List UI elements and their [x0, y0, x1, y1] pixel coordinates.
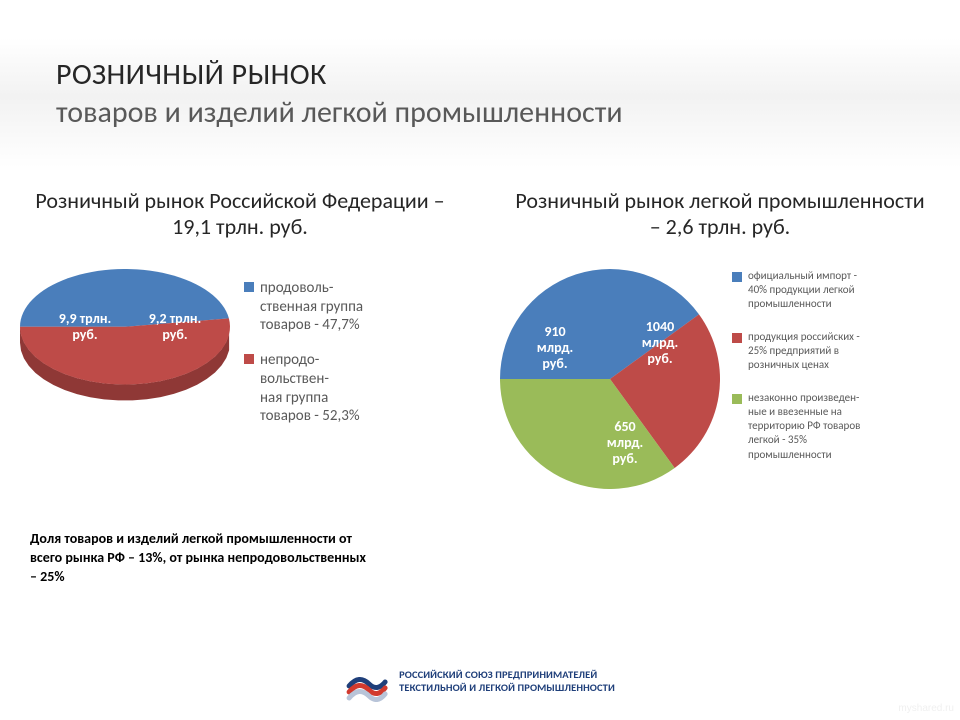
org-logo-text: РОССИЙСКИЙ СОЮЗ ПРЕДПРИНИМАТЕЛЕЙ ТЕКСТИЛ…	[399, 669, 615, 694]
left-legend: продоволь-ственная группа товаров - 47,7…	[244, 279, 374, 426]
legend-text: официальный импорт - 40% продукции легко…	[748, 269, 872, 312]
legend-item: непродо-вольствен-ная группа товаров - 5…	[244, 351, 374, 426]
legend-swatch	[732, 333, 742, 343]
org-logo-icon	[345, 662, 389, 702]
right-column: Розничный рынок легкой промышленности – …	[480, 180, 960, 720]
legend-swatch	[244, 282, 254, 292]
header-band: РОЗНИЧНЫЙ РЫНОК товаров и изделий легкой…	[0, 38, 960, 168]
legend-item: официальный импорт - 40% продукции легко…	[732, 269, 872, 312]
legend-swatch	[732, 272, 742, 282]
page-title-main: РОЗНИЧНЫЙ РЫНОК	[56, 56, 904, 94]
right-legend: официальный импорт - 40% продукции легко…	[732, 269, 872, 462]
right-heading: Розничный рынок легкой промышленности – …	[510, 188, 930, 241]
legend-text: непродо-вольствен-ная группа товаров - 5…	[260, 351, 374, 426]
footer-logo: РОССИЙСКИЙ СОЮЗ ПРЕДПРИНИМАТЕЛЕЙ ТЕКСТИЛ…	[345, 662, 615, 702]
left-chart-row: 9,2 трлн. руб.9,9 трлн. руб. продоволь-с…	[20, 269, 460, 426]
page-title-sub: товаров и изделий легкой промышленности	[56, 94, 904, 132]
legend-swatch	[244, 354, 254, 364]
legend-text: незаконно произведен-ные и ввезенные на …	[748, 391, 872, 462]
legend-text: продоволь-ственная группа товаров - 47,7…	[260, 279, 374, 335]
left-heading: Розничный рынок Российской Федерации – 1…	[30, 188, 450, 241]
right-chart-row: 1040 млрд. руб.650 млрд. руб.910 млрд. р…	[500, 269, 940, 489]
legend-item: незаконно произведен-ные и ввезенные на …	[732, 391, 872, 462]
left-footnote: Доля товаров и изделий легкой промышленн…	[30, 530, 370, 587]
right-pie: 1040 млрд. руб.650 млрд. руб.910 млрд. р…	[500, 269, 720, 489]
legend-text: продукция российских - 25% предприятий в…	[748, 330, 872, 373]
content: Розничный рынок Российской Федерации – 1…	[0, 180, 960, 720]
left-pie: 9,2 трлн. руб.9,9 трлн. руб.	[20, 269, 230, 423]
org-line2: ТЕКСТИЛЬНОЙ И ЛЕГКОЙ ПРОМЫШЛЕННОСТИ	[399, 682, 615, 695]
left-column: Розничный рынок Российской Федерации – 1…	[0, 180, 480, 720]
watermark: myshared.ru	[898, 703, 954, 714]
legend-swatch	[732, 394, 742, 404]
legend-item: продукция российских - 25% предприятий в…	[732, 330, 872, 373]
legend-item: продоволь-ственная группа товаров - 47,7…	[244, 279, 374, 335]
